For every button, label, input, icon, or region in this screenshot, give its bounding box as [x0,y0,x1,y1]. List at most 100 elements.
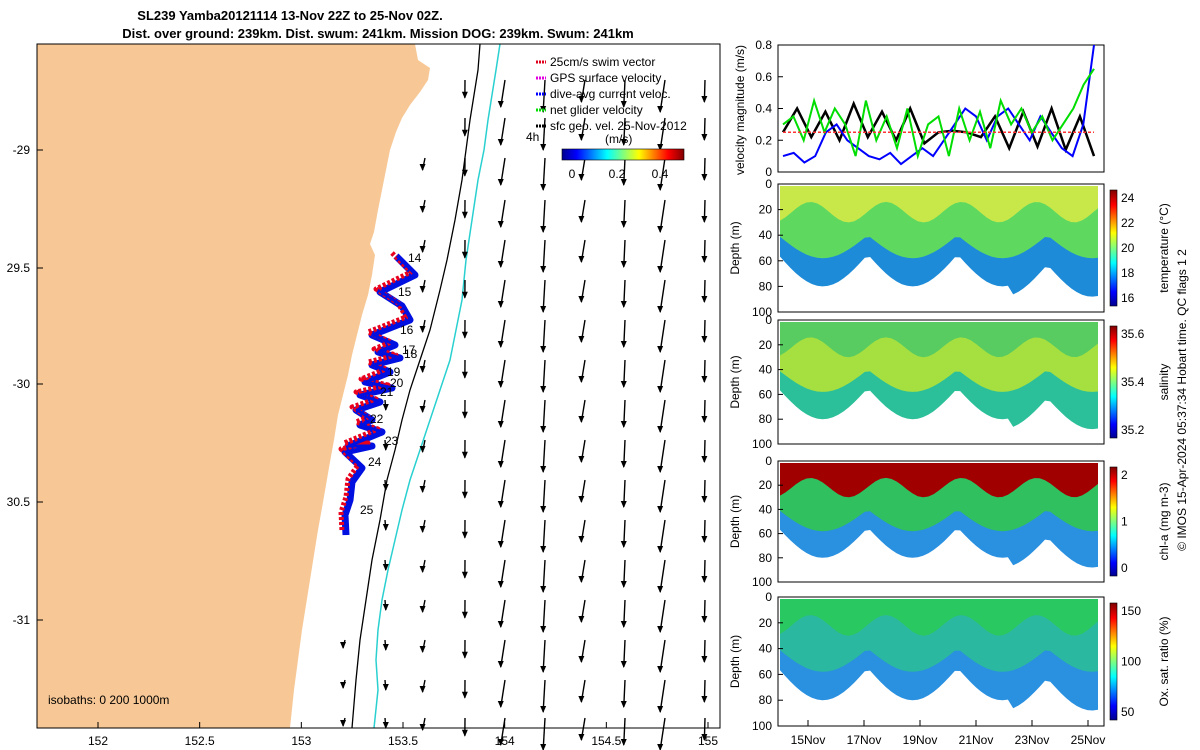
vel-ytick-label: 0.6 [755,70,772,84]
section-ytick-label: 20 [759,338,773,352]
section-ytick-label: 40 [759,502,773,516]
day-label-23: 23 [385,434,399,448]
section-ytick-label: 80 [759,693,773,707]
day-label-18: 18 [404,347,418,361]
section-colorbar-label: Ox. sat. ratio (%) [1157,616,1171,706]
velocity-magnitude-chart: 0 0.2 0.4 0.6 0.8 velocity magnitude (m/s) [733,38,1105,179]
current-arrow-head [419,326,426,333]
current-arrow-head [540,144,547,151]
current-arrow-head [578,456,585,463]
current-arrow-head [657,626,664,633]
vel-ytick-label: 0 [765,165,772,179]
day-label-14: 14 [408,251,422,265]
current-arrow-head [657,466,664,473]
current-arrow-head [620,581,627,588]
current-arrow-head [620,301,627,308]
current-arrow-head [578,696,585,703]
lat-tick-label: -31 [13,613,31,627]
current-arrow-head [701,134,708,141]
section-ytick-label: 80 [759,279,773,293]
current-arrow-head [701,456,708,463]
land-mass [37,44,430,728]
current-arrow-head [578,174,585,181]
section-ylabel: Depth (m) [728,635,742,688]
section-ytick-label: 60 [759,667,773,681]
current-arrow-head [657,266,664,273]
current-arrow-head [382,564,389,571]
current-arrow-head [620,179,627,186]
isobath-1000m [373,43,501,729]
current-arrow-head [578,536,585,543]
vel-ytick-label: 0.8 [755,38,772,52]
current-arrow-head [620,341,627,348]
section-ytick-label: 60 [759,527,773,541]
lon-tick-label: 154.5 [591,734,621,748]
current-arrow-head [461,411,468,419]
vel-ytick-label: 0.2 [755,133,772,147]
current-arrow-head [701,696,708,703]
current-arrow-head [419,526,426,533]
current-arrow-head [578,734,585,741]
current-arrow-head [578,496,585,503]
section-colorbar-tick: 100 [1121,655,1141,669]
section-top-layer [780,322,1098,358]
glider-track [338,251,419,536]
current-arrow-head [578,576,585,583]
current-arrow-head [701,216,708,223]
current-arrow-head [620,261,627,268]
day-label-21: 21 [380,385,394,399]
section-ytick-label: 100 [752,575,772,589]
current-arrow-head [382,604,389,611]
current-arrow-head [620,661,627,668]
current-arrow-head [620,621,627,628]
current-arrow-head [382,684,389,691]
map-colorbar-tick-0: 0 [569,167,576,181]
section-ytick-label: 60 [759,387,773,401]
day-label-15: 15 [398,285,412,299]
current-arrow-head [419,406,426,413]
map-axis-ticks: 152 152.5 153 153.5 154 154.5 155 -29 29.5 -30 30.… [7,143,719,748]
isobaths-label: isobaths: 0 200 1000m [48,693,169,707]
current-arrow-head [461,571,468,579]
section-colorbar-tick: 18 [1121,266,1135,280]
current-arrow-head [620,541,627,548]
current-arrow-head [578,256,585,263]
day-label-17: 17 [402,343,416,357]
current-arrow-head [382,722,389,729]
current-arrow-head [497,621,504,628]
current-arrow-head [540,706,547,713]
section-ytick-label: 80 [759,551,773,565]
section-colorbar-tick: 0 [1121,561,1128,575]
current-arrow-head [657,426,664,433]
current-arrow-head [701,256,708,263]
section-xtick-label: 21Nov [959,733,994,747]
current-arrow-head [701,336,708,343]
section-colorbar-tick: 22 [1121,216,1135,230]
section-colorbar-label: temperature (°C) [1157,203,1171,293]
section-colorbar-tick: 50 [1121,705,1135,719]
velocity-series [781,44,1096,166]
section-xtick-label: 25Nov [1071,733,1106,747]
current-arrow-head [657,306,664,313]
track-current-overlay [344,254,418,536]
current-arrow-head [497,221,504,228]
current-arrow-head [578,616,585,623]
section-colorbar-tick: 2 [1121,468,1128,482]
current-arrow-head [701,376,708,383]
current-arrow-head [540,744,547,750]
lat-tick-label: -30 [13,377,31,391]
current-arrow-head [497,101,504,108]
section-colorbar [1109,602,1118,721]
section-colorbar [1109,325,1118,439]
current-arrow-head [540,306,547,313]
section-colorbar-tick: 35.6 [1121,327,1145,341]
current-arrow-head [701,536,708,543]
legend-label: GPS surface velocity [550,71,661,85]
section-panel-3: 0 20 40 60 80 100 Depth (m) 50 100 150 Ox. sat. ra… [728,590,1171,733]
lon-tick-label: 152.5 [185,734,215,748]
current-arrow-head [701,616,708,623]
current-arrow-head [340,720,347,727]
current-arrow-head [620,739,627,746]
